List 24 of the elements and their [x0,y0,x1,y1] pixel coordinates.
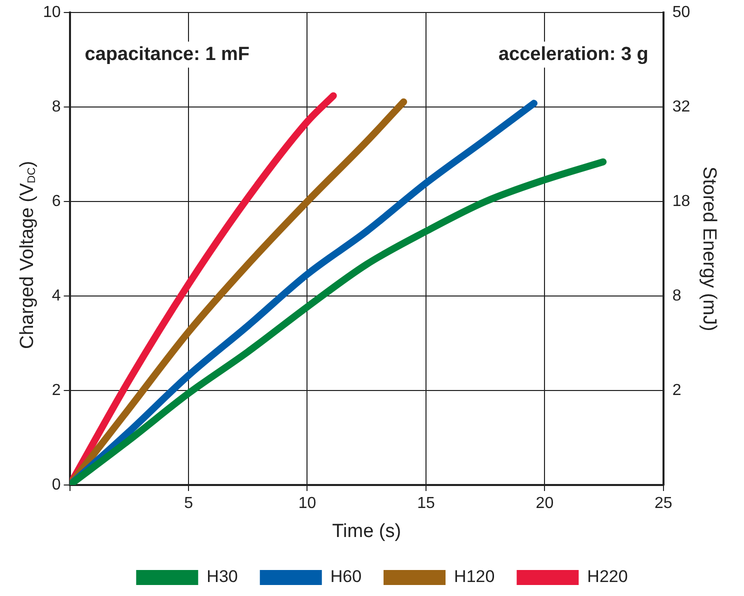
y-tick-label: 0 [52,476,61,494]
y-tick-label: 6 [52,192,61,210]
y-tick-label: 10 [43,4,61,22]
category-label: 32 [672,98,690,116]
category-label: 2 [672,382,682,399]
y-tick-label: 4 [52,287,61,304]
category-label: 8 [672,287,682,304]
y-tick-label: 2 [52,382,61,399]
legend-label: H60 [330,567,362,586]
y2-axis-title: Stored Energy (mJ) [698,166,720,332]
x-axis-title: Time (s) [332,520,402,542]
legend-label: H220 [587,567,628,586]
x-tick-label: 10 [298,495,316,512]
x-tick-label: 15 [417,495,435,512]
category-label: 50 [672,4,690,22]
legend-label: H30 [206,567,238,586]
annotation: acceleration: 3 g [498,44,648,65]
x-tick-label: 20 [536,495,554,512]
x-tick-label: 25 [654,495,672,512]
y-tick-label: 8 [52,98,61,116]
legend-label: H120 [454,567,495,586]
category-label: 18 [672,192,690,210]
annotation: capacitance: 1 mF [84,44,250,65]
x-tick-label: 5 [184,495,194,512]
